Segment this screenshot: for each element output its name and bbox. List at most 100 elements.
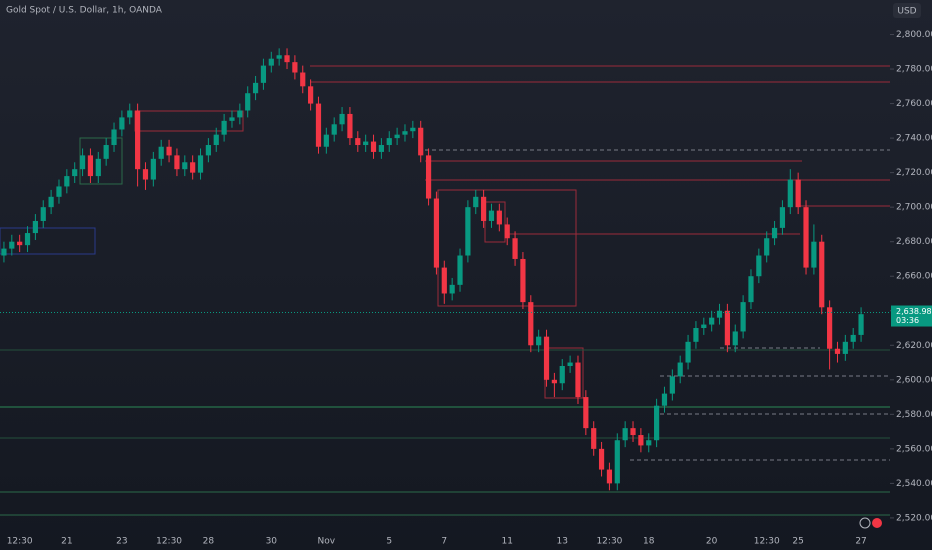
candle-body [190,162,196,173]
candle-body [819,241,825,308]
candle-body [111,129,117,146]
candle-body [40,207,46,221]
candle-body [449,284,455,294]
candle-body [24,233,31,246]
currency[interactable]: USD [897,7,916,17]
candle-body [418,127,424,156]
candle-body [457,255,463,285]
candle-body [197,155,204,173]
candle-body [213,134,219,146]
x-tick-label: 5 [386,537,392,547]
candle-body [622,428,628,441]
candle-body [669,376,675,394]
candle-body [441,267,447,294]
x-tick-label: Nov [318,537,336,547]
candle-body [370,141,377,152]
candle-body [732,331,738,346]
x-tick-label: 23 [116,537,127,547]
x-tick-label: 12:30 [596,537,622,547]
x-tick-label: 21 [61,537,72,547]
x-tick-label: 18 [643,537,655,547]
candle-body [559,365,565,384]
candle-body [465,207,471,256]
candle-body [402,131,408,135]
currency-box[interactable] [893,3,921,18]
x-tick-label: 7 [441,537,447,547]
candle-body [292,62,298,73]
candle-body [709,317,715,325]
candle-body [56,186,62,197]
candle-body [740,302,746,332]
y-tick-label: 2,740.000 [896,134,932,144]
candle-body [536,336,542,346]
candle-body [551,379,557,384]
candle-body [221,120,227,135]
candle-body [716,310,723,318]
candle-body [252,82,259,94]
price-box [891,305,932,327]
candle-body [795,179,801,208]
candle-body [315,103,322,147]
candle-body [528,302,534,346]
candle-body [363,141,369,146]
candle-body [142,169,149,180]
candle-body [229,117,235,121]
candle-body [95,158,101,177]
candle-body [166,146,172,156]
tool-icons [859,517,882,529]
candle-body [17,241,23,246]
candle-body [355,138,361,146]
candle-body [103,145,109,159]
y-tick-label: 2,580.000 [896,410,932,420]
candle-body [512,238,518,259]
candle-body [685,341,691,363]
candle-body [771,227,778,239]
y-tick-label: 2,560.000 [896,444,932,454]
candle-body [520,258,526,303]
candle-body [260,65,267,83]
x-tick-label: 12:30 [754,537,780,547]
candle-body [693,328,699,342]
candle-body [323,134,329,147]
x-tick-label: 11 [501,537,512,547]
candle-body [638,435,644,446]
x-tick-label: 12:30 [7,537,33,547]
candle-body [724,310,730,346]
candle-body [630,428,636,436]
candle-body [32,220,38,234]
x-tick-label: 28 [203,537,215,547]
chart-title: Gold Spot / U.S. Dollar, 1h, OANDA [6,6,163,16]
candle-body [646,440,652,446]
y-tick-label: 2,680.000 [896,237,932,247]
candle-body [834,348,841,354]
candle-body [748,276,754,303]
candle-body [481,196,487,221]
candle-body [701,324,707,329]
candle-body [614,440,620,484]
candle-body [583,397,589,429]
candle-body [661,393,668,406]
candle-body [87,155,94,177]
x-tick-label: 12:30 [156,537,182,547]
y-tick-label: 2,700.000 [896,203,932,213]
y-tick-label: 2,540.000 [896,479,932,489]
price-label: 2,638.980 [896,307,932,316]
candle-body [803,207,809,268]
candle-body [677,362,683,377]
candle-body [245,93,251,111]
x-tick-label: 27 [855,537,866,547]
candle-body [308,86,314,104]
candle-body [119,117,125,130]
candle-body [433,198,440,268]
candle-body [598,448,605,470]
candle-body [591,428,597,449]
y-tick-label: 2,620.000 [896,341,932,351]
y-tick-label: 2,780.000 [896,65,932,75]
candle-body [158,146,164,159]
candle-body [394,134,400,139]
y-tick-label: 2,520.000 [896,513,932,523]
candle-body [79,155,86,170]
